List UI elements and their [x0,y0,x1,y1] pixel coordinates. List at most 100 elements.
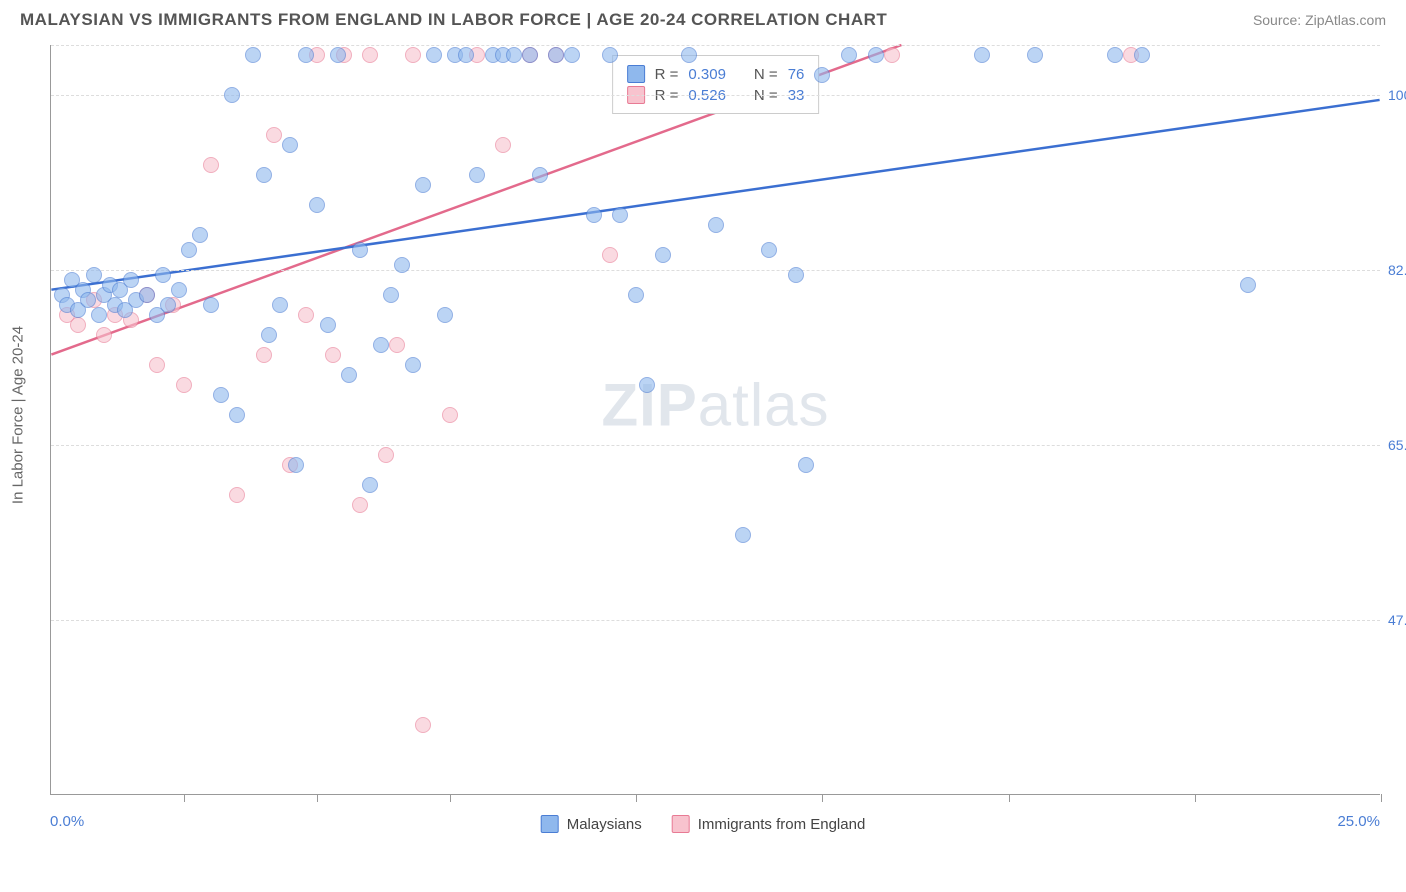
x-tick [1195,794,1196,802]
x-tick [450,794,451,802]
scatter-point-blue [612,207,628,223]
scatter-point-blue [288,457,304,473]
x-tick [184,794,185,802]
scatter-point-blue [522,47,538,63]
scatter-point-blue [155,267,171,283]
y-tick-label: 82.5% [1388,262,1406,278]
scatter-point-blue [458,47,474,63]
legend-swatch-blue [541,815,559,833]
scatter-point-blue [735,527,751,543]
source-label: Source: ZipAtlas.com [1253,12,1386,28]
scatter-point-blue [139,287,155,303]
n-value-1: 76 [788,66,805,83]
x-tick [1009,794,1010,802]
scatter-point-blue [192,227,208,243]
scatter-point-blue [383,287,399,303]
scatter-point-blue [639,377,655,393]
scatter-point-pink [362,47,378,63]
scatter-point-blue [91,307,107,323]
y-axis-title: In Labor Force | Age 20-24 [10,326,27,504]
legend-swatch-pink [672,815,690,833]
y-tick-label: 65.0% [1388,437,1406,453]
x-tick [636,794,637,802]
scatter-point-blue [261,327,277,343]
scatter-point-pink [229,487,245,503]
scatter-point-blue [708,217,724,233]
scatter-point-pink [378,447,394,463]
scatter-point-pink [389,337,405,353]
r-label-1: R = [655,66,679,83]
n-label-1: N = [754,66,778,83]
gridline [51,445,1380,446]
scatter-point-blue [602,47,618,63]
gridline [51,45,1380,46]
scatter-point-blue [426,47,442,63]
stats-row-1: R = 0.309 N = 76 [627,65,805,83]
scatter-point-pink [495,137,511,153]
scatter-point-pink [203,157,219,173]
scatter-point-blue [320,317,336,333]
scatter-point-pink [442,407,458,423]
scatter-point-blue [213,387,229,403]
scatter-point-blue [506,47,522,63]
gridline [51,95,1380,96]
legend-bottom: Malaysians Immigrants from England [541,815,866,833]
scatter-point-blue [1240,277,1256,293]
scatter-point-blue [681,47,697,63]
chart-container: In Labor Force | Age 20-24 ZIPatlas R = … [0,35,1406,855]
r-value-1: 0.309 [688,66,726,83]
scatter-point-blue [532,167,548,183]
x-min-label: 0.0% [50,813,84,830]
legend-label-2: Immigrants from England [698,816,866,833]
scatter-point-blue [798,457,814,473]
scatter-point-blue [788,267,804,283]
scatter-point-blue [868,47,884,63]
scatter-point-blue [160,297,176,313]
scatter-point-blue [80,292,96,308]
scatter-point-pink [298,307,314,323]
stats-box: R = 0.309 N = 76 R = 0.526 N = 33 [612,55,820,114]
scatter-point-blue [437,307,453,323]
scatter-point-pink [415,717,431,733]
scatter-point-pink [266,127,282,143]
scatter-point-blue [123,272,139,288]
scatter-point-pink [884,47,900,63]
scatter-point-blue [974,47,990,63]
scatter-point-pink [256,347,272,363]
scatter-point-blue [256,167,272,183]
trend-line-blue [51,100,1379,290]
x-tick [1381,794,1382,802]
scatter-point-blue [229,407,245,423]
scatter-point-blue [655,247,671,263]
scatter-point-blue [814,67,830,83]
chart-title: MALAYSIAN VS IMMIGRANTS FROM ENGLAND IN … [20,10,887,30]
scatter-point-blue [373,337,389,353]
scatter-point-blue [405,357,421,373]
scatter-point-blue [586,207,602,223]
x-tick [317,794,318,802]
scatter-point-blue [203,297,219,313]
x-tick [822,794,823,802]
gridline [51,270,1380,271]
scatter-point-blue [224,87,240,103]
scatter-point-blue [841,47,857,63]
scatter-point-blue [362,477,378,493]
scatter-point-blue [86,267,102,283]
y-tick-label: 47.5% [1388,612,1406,628]
scatter-point-blue [341,367,357,383]
scatter-point-pink [96,327,112,343]
scatter-point-pink [602,247,618,263]
scatter-point-blue [181,242,197,258]
scatter-point-blue [352,242,368,258]
plot-area: ZIPatlas R = 0.309 N = 76 R = 0.526 N = … [50,45,1380,795]
legend-label-1: Malaysians [567,816,642,833]
scatter-point-blue [761,242,777,258]
scatter-point-blue [282,137,298,153]
scatter-point-blue [1107,47,1123,63]
scatter-point-blue [171,282,187,298]
x-max-label: 25.0% [1337,813,1380,830]
scatter-point-blue [330,47,346,63]
scatter-point-blue [628,287,644,303]
scatter-point-blue [1134,47,1150,63]
scatter-point-blue [394,257,410,273]
